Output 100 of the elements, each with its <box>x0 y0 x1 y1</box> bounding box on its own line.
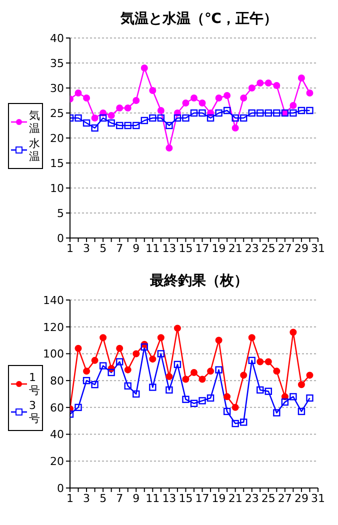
point <box>273 82 280 89</box>
point <box>124 366 132 374</box>
point <box>174 360 182 368</box>
point <box>215 336 222 344</box>
point <box>157 334 164 342</box>
point <box>232 404 239 411</box>
point <box>140 116 148 124</box>
point <box>91 124 98 132</box>
point <box>198 376 206 383</box>
legend-label: 気温 <box>29 109 40 135</box>
point <box>157 350 165 358</box>
point <box>108 368 115 376</box>
x-tick-label: 21 <box>228 492 242 505</box>
point <box>248 356 256 364</box>
point <box>207 368 214 375</box>
x-tick-label: 11 <box>146 492 160 505</box>
x-tick-label: 29 <box>294 492 308 505</box>
point <box>174 114 182 122</box>
x-tick-label: 15 <box>178 242 193 255</box>
y-tick-label: 0 <box>57 482 64 495</box>
point <box>140 64 148 72</box>
x-tick-label: 23 <box>244 242 259 255</box>
y-tick-label: 0 <box>57 232 64 245</box>
point <box>190 369 198 376</box>
point <box>248 109 256 117</box>
point <box>198 109 206 117</box>
x-tick-label: 7 <box>116 492 124 505</box>
x-tick-label: 13 <box>162 242 176 255</box>
point <box>232 124 239 132</box>
y-tick-label: 80 <box>50 374 64 388</box>
x-tick-label: 21 <box>228 242 242 255</box>
point <box>290 328 297 336</box>
x-tick-label: 15 <box>178 492 193 505</box>
x-tick-label: 1 <box>66 492 74 505</box>
point <box>99 362 107 370</box>
point <box>182 100 190 106</box>
point <box>264 388 272 395</box>
x-tick-label: 5 <box>100 492 107 505</box>
point <box>82 119 90 127</box>
x-tick-label: 5 <box>100 242 107 255</box>
point <box>240 114 248 122</box>
point <box>108 119 115 127</box>
point <box>116 122 124 130</box>
point <box>290 393 297 400</box>
x-tick-label: 31 <box>311 242 325 255</box>
point <box>240 418 248 426</box>
y-tick-label: 5 <box>57 206 64 220</box>
point <box>224 393 231 400</box>
point <box>190 109 198 117</box>
point <box>298 381 305 388</box>
legend-label: 3号 <box>29 399 40 425</box>
x-tick-label: 13 <box>162 492 176 505</box>
point <box>182 114 190 122</box>
point <box>157 107 164 114</box>
point <box>74 90 82 96</box>
point <box>256 109 264 117</box>
point <box>256 80 264 86</box>
point <box>91 356 98 364</box>
y-tick-label: 35 <box>50 56 64 70</box>
point <box>240 372 248 379</box>
point <box>264 358 272 366</box>
point <box>124 104 132 112</box>
point <box>273 368 280 375</box>
x-tick-label: 19 <box>212 242 226 255</box>
point <box>273 109 280 117</box>
point <box>182 396 190 403</box>
point <box>206 114 214 122</box>
point <box>140 343 148 351</box>
point <box>132 122 140 130</box>
x-tick-label: 9 <box>132 492 140 505</box>
point <box>174 324 181 332</box>
point <box>99 114 107 122</box>
chart-title: 気温と水温（℃，正午） <box>119 10 278 28</box>
y-tick-label: 120 <box>43 320 64 334</box>
chart-title: 最終釣果（枚） <box>149 272 249 290</box>
point <box>273 409 280 416</box>
point <box>182 376 190 383</box>
x-tick-label: 1 <box>66 242 74 255</box>
point <box>116 104 124 112</box>
point <box>190 94 198 102</box>
y-tick-label: 20 <box>50 132 64 145</box>
x-tick-label: 23 <box>244 492 259 505</box>
point <box>124 382 132 390</box>
x-tick-label: 27 <box>278 492 292 505</box>
point <box>264 109 272 117</box>
point <box>91 381 98 388</box>
point <box>74 114 82 122</box>
point <box>290 109 297 117</box>
point <box>215 109 222 117</box>
point <box>223 106 231 114</box>
point <box>166 144 173 152</box>
point <box>166 122 173 130</box>
point <box>116 358 124 366</box>
point <box>224 92 231 99</box>
point <box>306 394 314 402</box>
point <box>166 373 173 380</box>
y-tick-label: 10 <box>50 182 64 195</box>
x-tick-label: 3 <box>83 242 90 255</box>
x-tick-label: 27 <box>278 242 292 255</box>
point <box>281 398 289 406</box>
